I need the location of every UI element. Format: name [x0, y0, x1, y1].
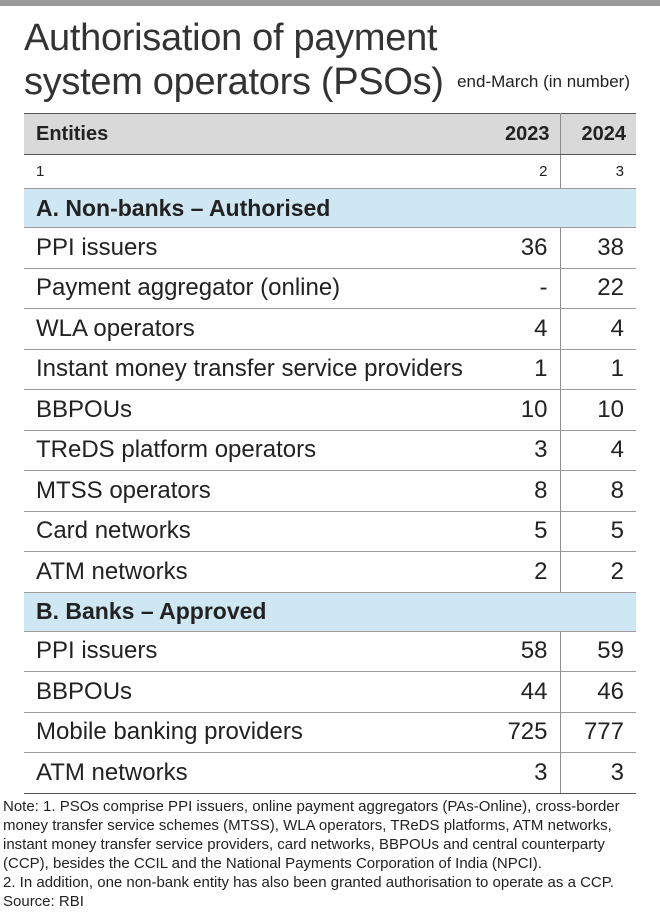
note-line: Note: 1. PSOs comprise PPI issuers, onli…	[3, 798, 620, 815]
table-row: ATM networks 2 2	[24, 551, 636, 593]
note-line: instant money transfer service providers…	[3, 836, 605, 853]
value-2024: 5	[560, 511, 636, 552]
unit-note: end-March (in number)	[457, 72, 630, 91]
note-line: money transfer service schemes (MTSS), W…	[3, 817, 612, 834]
entity-label: ATM networks	[24, 752, 482, 794]
column-number-3: 3	[560, 154, 636, 189]
entity-label: Payment aggregator (online)	[24, 268, 482, 309]
entity-label: Instant money transfer service providers	[24, 349, 482, 390]
entity-label: TReDS platform operators	[24, 430, 482, 471]
value-2024: 22	[560, 268, 636, 309]
value-2024: 2	[560, 551, 636, 593]
value-2024: 4	[560, 430, 636, 471]
entity-label: BBPOUs	[24, 671, 482, 713]
note-line: 2. In addition, one non-bank entity has …	[3, 874, 614, 891]
column-number-1: 1	[24, 154, 482, 189]
entity-label: Card networks	[24, 511, 482, 552]
column-header-2023: 2023	[482, 113, 561, 155]
value-2023: 1	[482, 349, 561, 390]
section-row: B. Banks – Approved	[24, 592, 636, 632]
entity-label: WLA operators	[24, 308, 482, 350]
value-2024: 777	[560, 712, 636, 753]
value-2024: 1	[560, 349, 636, 390]
chart-title: Authorisation of payment system operator…	[24, 17, 444, 103]
entity-label: Mobile banking providers	[24, 712, 482, 753]
source-line: Source: RBI	[3, 893, 84, 910]
note-line: (CCP), besides the CCIL and the National…	[3, 855, 542, 872]
entity-label: MTSS operators	[24, 470, 482, 512]
value-2024: 38	[560, 227, 636, 269]
value-2023: 3	[482, 430, 561, 471]
value-2023: 8	[482, 470, 561, 512]
pso-table: Entities 2023 2024 1 2 3 A. Non-banks – …	[24, 113, 636, 794]
entity-label: ATM networks	[24, 551, 482, 593]
value-2023: 3	[482, 752, 561, 794]
entity-label: BBPOUs	[24, 389, 482, 431]
table-row: Mobile banking providers 725 777	[24, 712, 636, 753]
table-row: Card networks 5 5	[24, 511, 636, 552]
value-2023: 4	[482, 308, 561, 350]
column-number-2: 2	[482, 154, 561, 189]
value-2023: 58	[482, 631, 561, 672]
entity-label: PPI issuers	[24, 227, 482, 269]
table-row: WLA operators 4 4	[24, 308, 636, 350]
section-row: A. Non-banks – Authorised	[24, 188, 636, 228]
value-2024: 3	[560, 752, 636, 794]
table-row: Payment aggregator (online) -22	[24, 268, 636, 309]
value-2024: 59	[560, 631, 636, 672]
value-2023: 5	[482, 511, 561, 552]
value-2024: 46	[560, 671, 636, 713]
table-row: TReDS platform operators 3 4	[24, 430, 636, 471]
section-heading: A. Non-banks – Authorised	[24, 188, 636, 228]
section-heading: B. Banks – Approved	[24, 592, 636, 632]
column-number-row: 1 2 3	[24, 154, 636, 189]
value-2023: 36	[482, 227, 561, 269]
value-2023: 2	[482, 551, 561, 593]
value-2023: 10	[482, 389, 561, 431]
table-row: ATM networks 3 3	[24, 752, 636, 794]
value-2023: 725	[482, 712, 561, 753]
table-row: MTSS operators 8 8	[24, 470, 636, 512]
value-2023: 44	[482, 671, 561, 713]
table-row: Instant money transfer service providers…	[24, 349, 636, 390]
column-header-2024: 2024	[560, 113, 636, 155]
table-row: BBPOUs 10 10	[24, 389, 636, 431]
table-row: PPI issuers 58 59	[24, 631, 636, 672]
value-2024: 4	[560, 308, 636, 350]
table-row: BBPOUs 44 46	[24, 671, 636, 713]
header-row: Entities 2023 2024	[24, 113, 636, 155]
column-header-entities: Entities	[24, 113, 482, 155]
entity-label: PPI issuers	[24, 631, 482, 672]
top-rule	[0, 0, 660, 6]
notes-block: Note: 1. PSOs comprise PPI issuers, onli…	[3, 797, 658, 911]
value-2024: 10	[560, 389, 636, 431]
table-body: 1 2 3 A. Non-banks – Authorised PPI issue…	[24, 154, 636, 794]
value-2023: -	[482, 268, 561, 309]
value-2024: 8	[560, 470, 636, 512]
table-row: PPI issuers 36 38	[24, 227, 636, 269]
